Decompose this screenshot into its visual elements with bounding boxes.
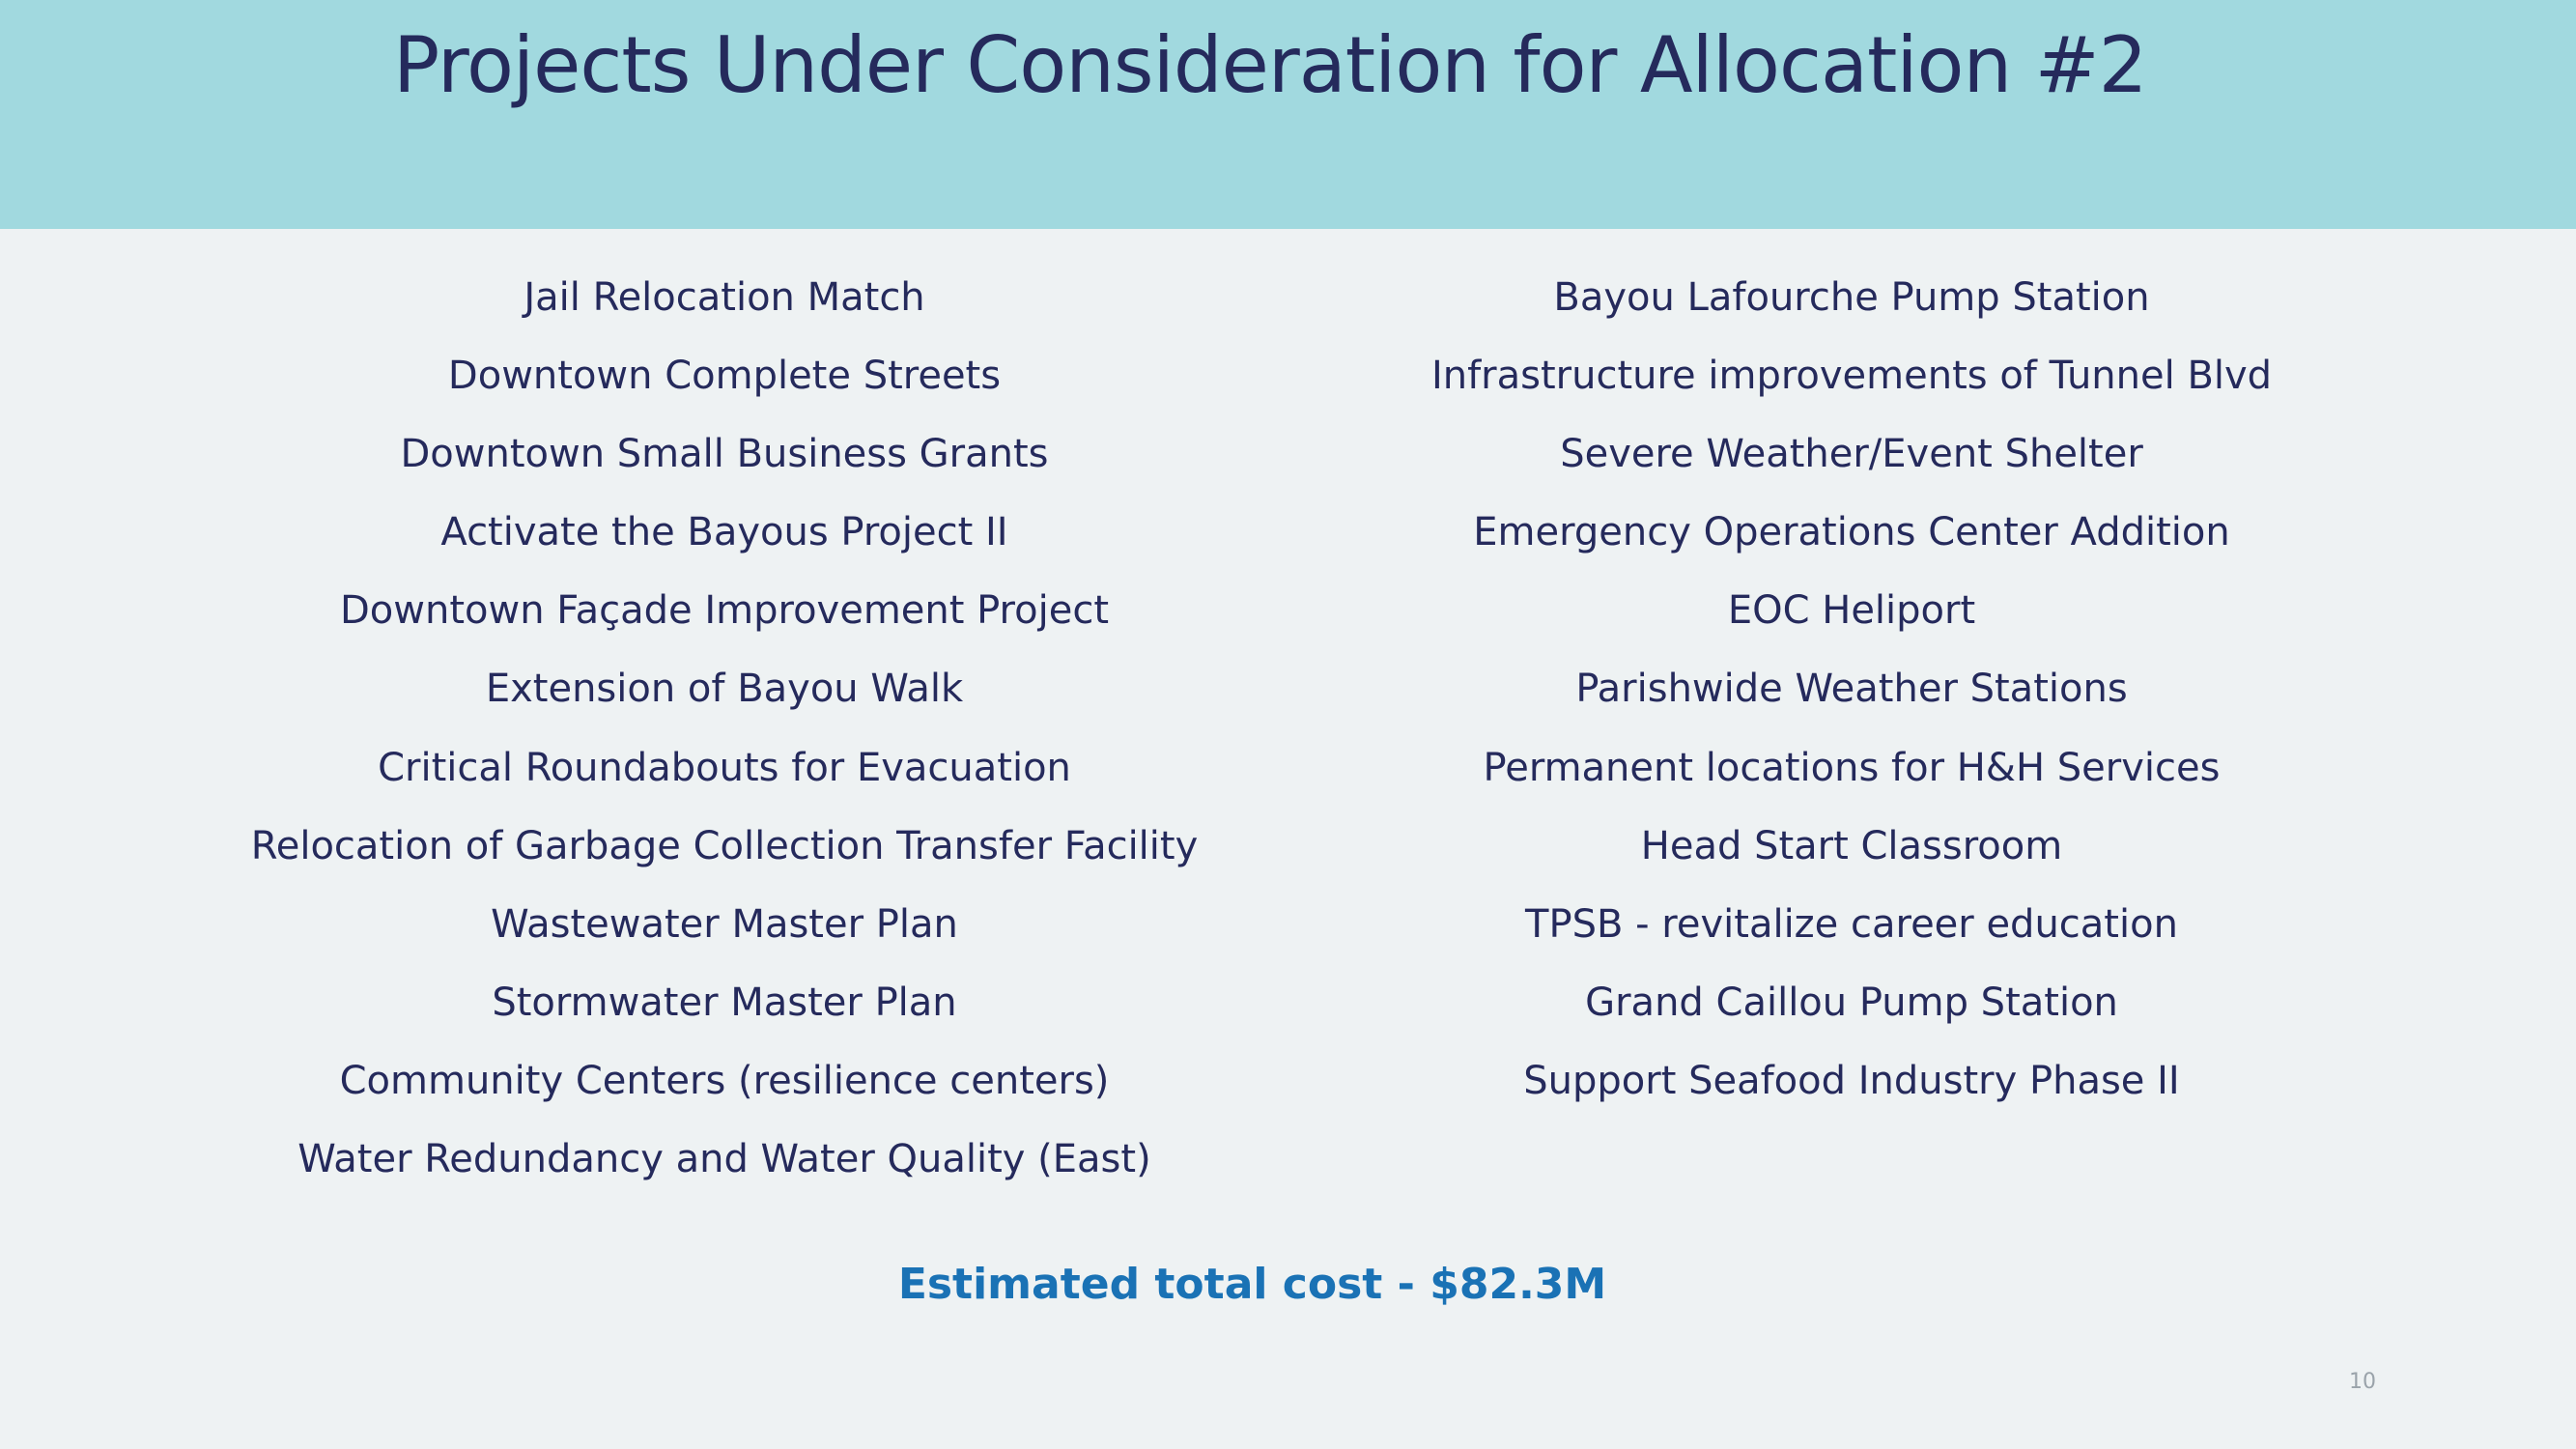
list-item: Activate the Bayous Project II [440,510,1008,554]
list-item: Emergency Operations Center Addition [1473,510,2230,554]
slide-title: Projects Under Consideration for Allocat… [393,20,2148,110]
list-item: Head Start Classroom [1640,824,2063,868]
list-item: Support Seafood Industry Phase II [1523,1059,2180,1103]
list-item: EOC Heliport [1727,588,1976,633]
list-item: Jail Relocation Match [524,275,925,320]
list-item: Downtown Complete Streets [447,354,1002,398]
list-item: Downtown Small Business Grants [400,432,1049,476]
list-item: Extension of Bayou Walk [485,667,964,711]
title-banner: Projects Under Consideration for Allocat… [0,0,2576,229]
list-item: Infrastructure improvements of Tunnel Bl… [1430,354,2273,398]
list-item: Downtown Façade Improvement Project [340,588,1109,633]
list-item: Community Centers (resilience centers) [339,1059,1110,1103]
list-item: Severe Weather/Event Shelter [1560,432,2143,476]
list-item: Wastewater Master Plan [491,902,958,947]
page-number: 10 [2349,1370,2376,1394]
list-item: Stormwater Master Plan [492,980,957,1025]
list-item: Grand Caillou Pump Station [1585,980,2118,1025]
list-item: Bayou Lafourche Pump Station [1553,275,2150,320]
list-item: Permanent locations for H&H Services [1483,746,2221,790]
list-item: Critical Roundabouts for Evacuation [378,746,1071,790]
list-item: Parishwide Weather Stations [1575,667,2128,711]
list-item: Relocation of Garbage Collection Transfe… [250,824,1199,868]
list-item: Water Redundancy and Water Quality (East… [297,1137,1151,1181]
list-item: TPSB - revitalize career education [1525,902,2178,947]
estimated-total-cost: Estimated total cost - $82.3M [897,1260,1607,1309]
